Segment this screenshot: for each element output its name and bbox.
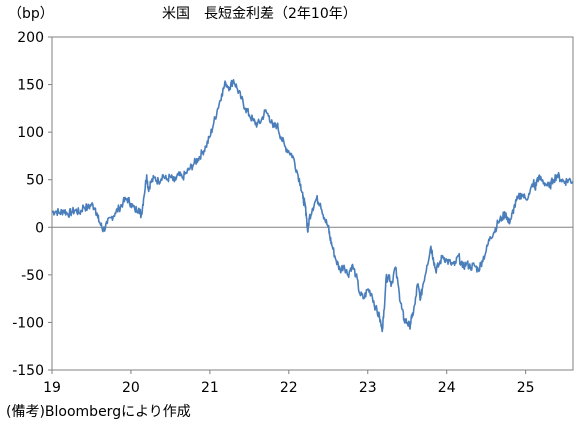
x-tick-label: 21: [201, 380, 219, 396]
y-tick-label: 150: [17, 78, 44, 94]
y-tick-label: 200: [17, 30, 44, 46]
y-tick-label: 50: [26, 173, 44, 189]
y-tick-label: 0: [35, 220, 44, 236]
x-tick-label: 24: [438, 380, 456, 396]
line-chart: -150 -100 -50 0 50 100 150 200 19 20 21 22 23 24 25: [12, 30, 574, 396]
x-tick-label: 19: [43, 380, 61, 396]
x-tick-label: 25: [517, 380, 535, 396]
y-tick-label: -100: [12, 315, 44, 331]
chart-title: 米国 長短金利差（2年10年）: [162, 6, 357, 22]
y-tick-label: -50: [21, 268, 44, 284]
y-axis-unit-label: （bp）: [8, 6, 54, 22]
source-note: (備考)Bloombergにより作成: [6, 404, 191, 420]
y-tick-label: -150: [12, 363, 44, 379]
y-axis: -150 -100 -50 0 50 100 150 200: [12, 30, 52, 379]
series-line: [51, 79, 574, 333]
x-tick-label: 22: [280, 380, 298, 396]
y-tick-label: 100: [17, 125, 44, 141]
x-tick-label: 23: [359, 380, 377, 396]
x-tick-label: 20: [122, 380, 140, 396]
series-group: [51, 79, 574, 333]
plot-area-frame: [51, 36, 574, 371]
x-axis: 19 20 21 22 23 24 25: [43, 370, 535, 396]
